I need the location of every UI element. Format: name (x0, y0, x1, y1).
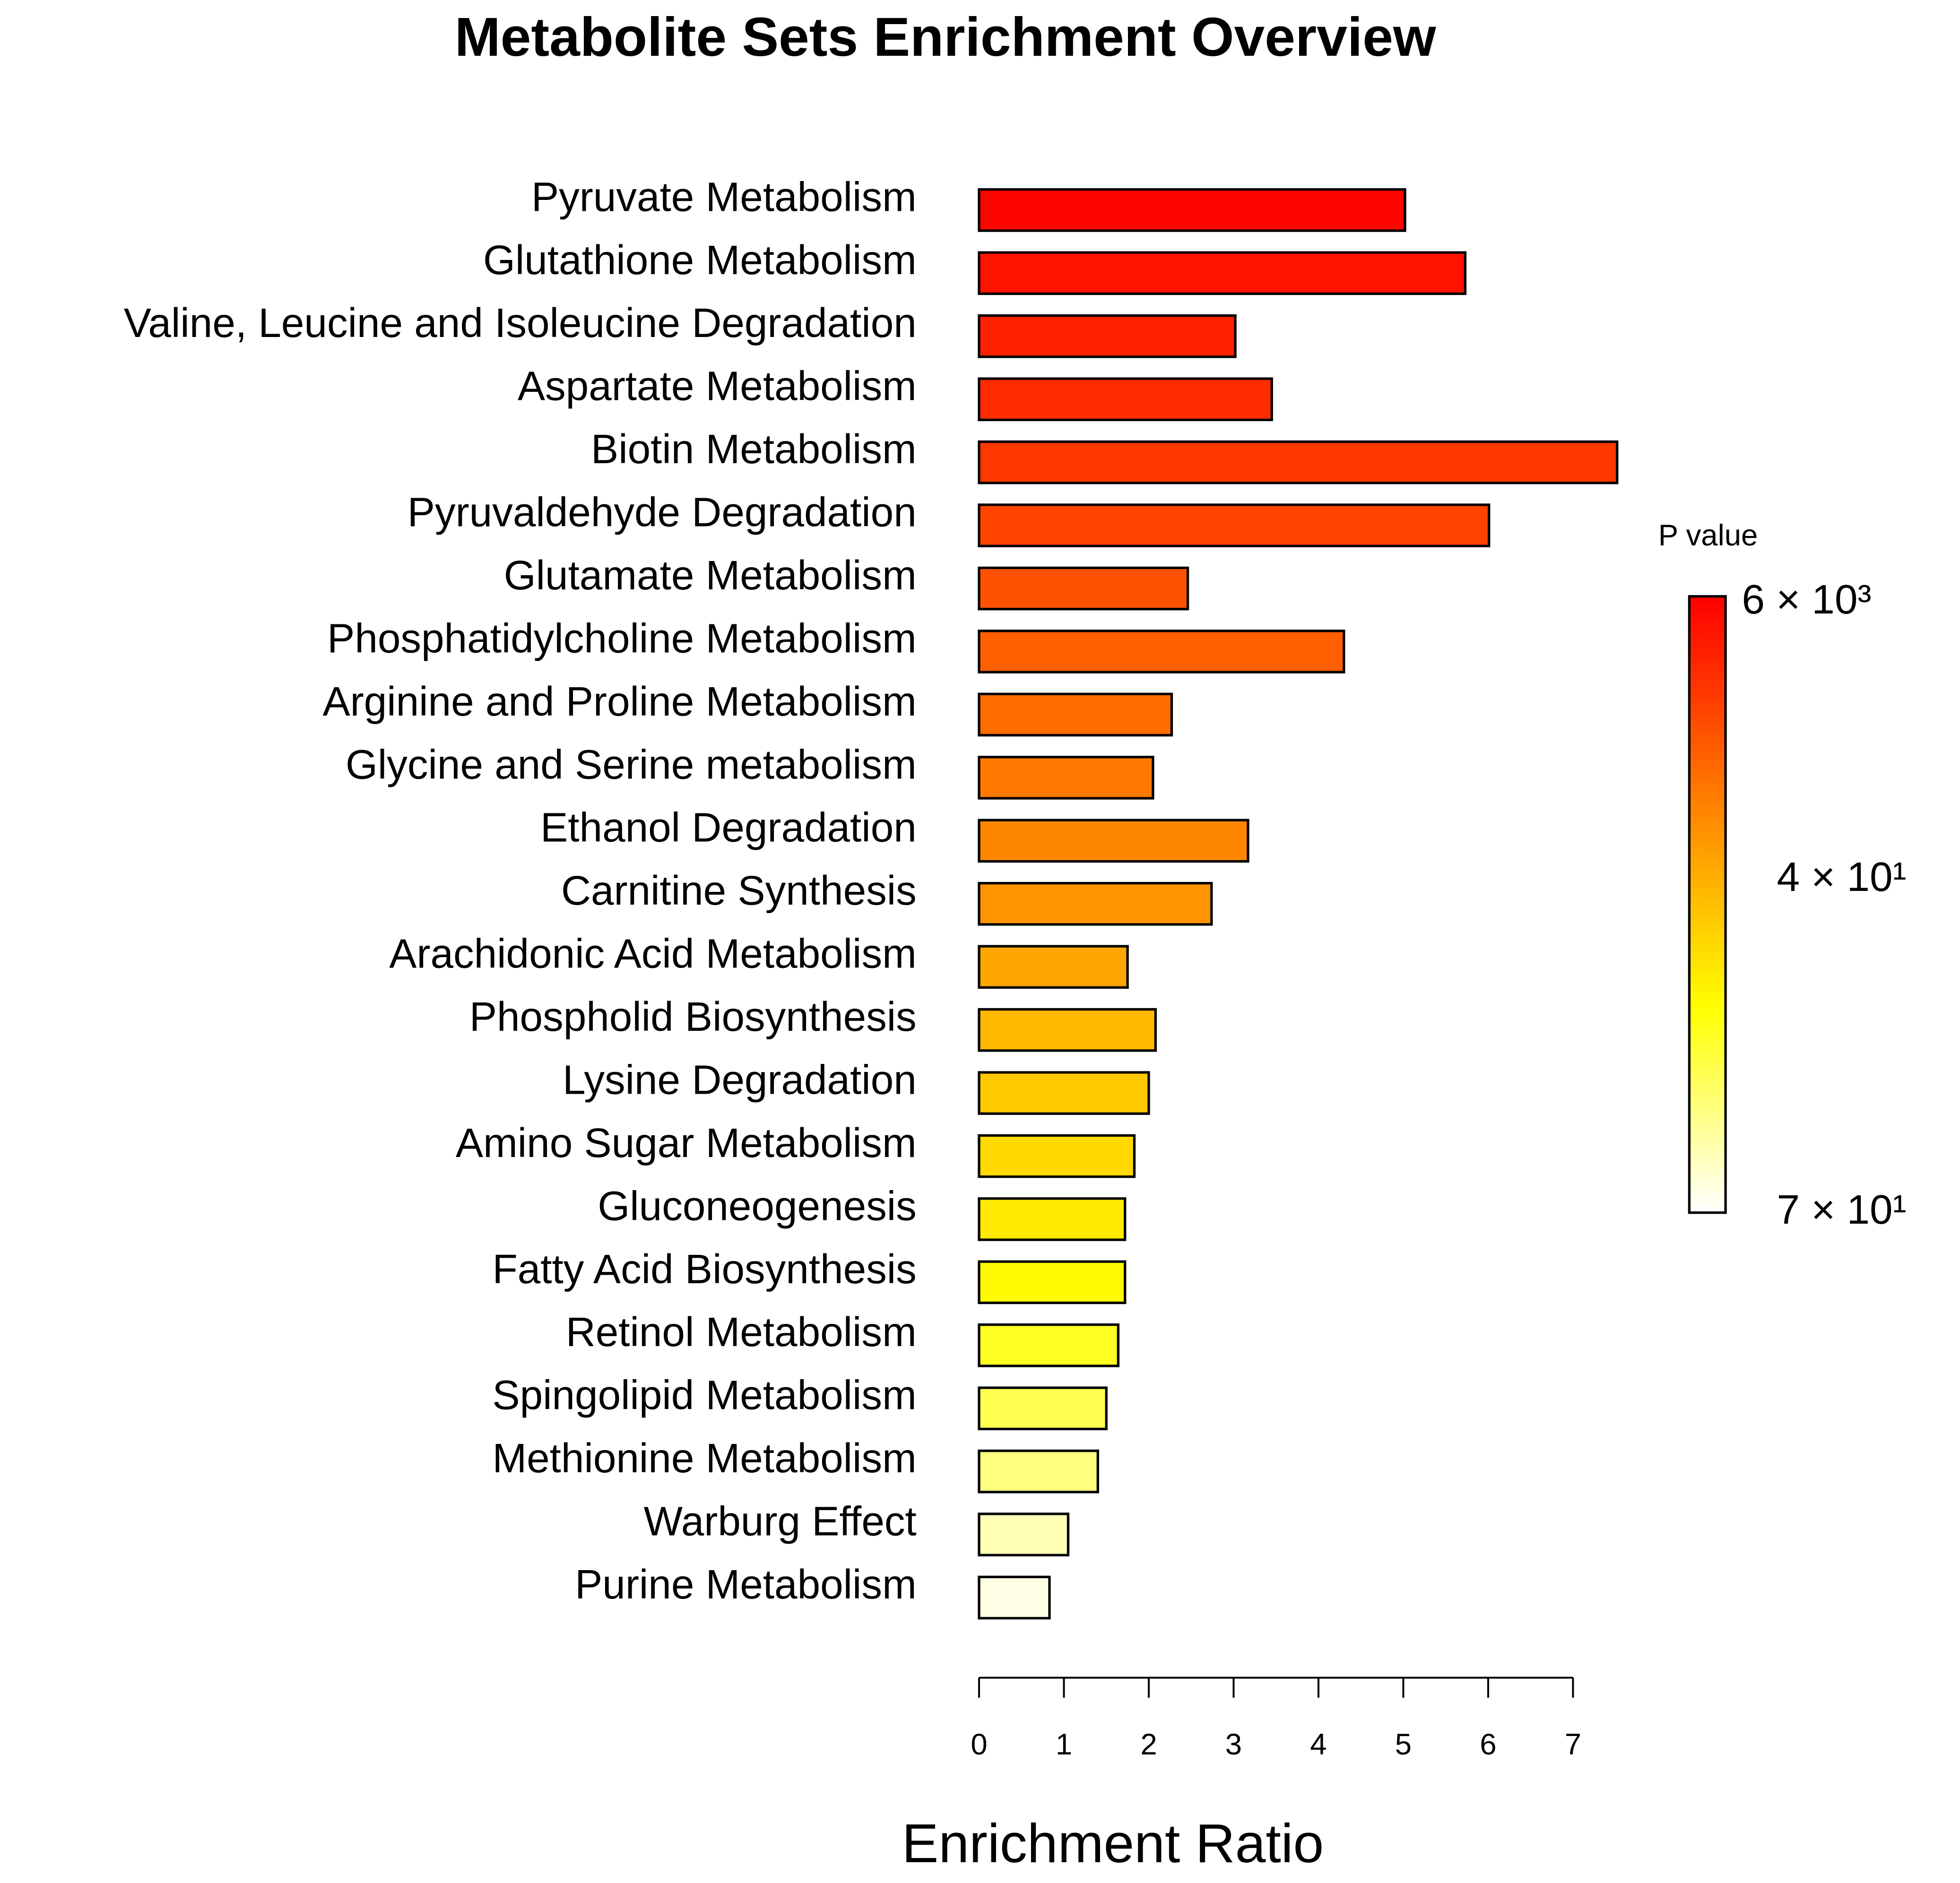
bar (978, 377, 1273, 422)
y-tick-label: Glycine and Serine metabolism (346, 742, 917, 787)
bar (978, 1197, 1127, 1241)
bar (978, 1260, 1127, 1304)
y-tick-label: Ethanol Degradation (540, 805, 917, 851)
bar (978, 188, 1406, 232)
y-tick-label: Pyruvate Metabolism (531, 174, 917, 220)
legend-label: 7 × 10¹ (1777, 1187, 1907, 1233)
y-tick-label: Warburg Effect (644, 1499, 917, 1545)
y-tick-label: Biotin Metabolism (591, 426, 917, 472)
y-tick-label: Gluconeogenesis (598, 1183, 916, 1229)
bar (978, 1008, 1157, 1052)
bar (978, 314, 1237, 358)
y-tick-label: Retinol Metabolism (566, 1309, 917, 1355)
bar (978, 1575, 1051, 1620)
y-tick-label: Glutathione Metabolism (483, 237, 917, 283)
y-tick-label: Amino Sugar Metabolism (456, 1120, 917, 1166)
bar (978, 945, 1129, 989)
bar (978, 756, 1154, 800)
chart-title: Metabolite Sets Enrichment Overview (455, 6, 1436, 68)
y-tick-label: Methionine Metabolism (492, 1435, 916, 1481)
y-tick-label: Arachidonic Acid Metabolism (389, 931, 917, 977)
bar (978, 1071, 1150, 1115)
x-tick-label: 3 (1225, 1728, 1242, 1761)
bar (978, 819, 1249, 863)
x-tick-label: 7 (1565, 1728, 1581, 1761)
x-tick-label: 2 (1140, 1728, 1157, 1761)
legend-title: P value (1658, 519, 1758, 552)
y-tick-label: Carnitine Synthesis (561, 868, 917, 914)
legend-label: 6 × 10³ (1742, 577, 1871, 622)
y-tick-label: Purine Metabolism (575, 1562, 917, 1607)
x-tick-label: 1 (1056, 1728, 1072, 1761)
x-tick-label: 0 (971, 1728, 987, 1761)
bar (978, 1512, 1070, 1556)
bar (978, 1386, 1108, 1431)
y-tick-label: Lysine Degradation (563, 1057, 917, 1103)
y-tick-label: Fatty Acid Biosynthesis (492, 1246, 916, 1292)
bar (978, 1323, 1120, 1367)
bar (978, 566, 1189, 611)
y-tick-label: Phosphatidylcholine Metabolism (327, 615, 917, 661)
y-tick-label: Pyruvaldehyde Degradation (408, 490, 917, 536)
y-tick-label: Arginine and Proline Metabolism (322, 679, 916, 725)
legend-label: 4 × 10¹ (1777, 854, 1907, 900)
y-tick-label: Aspartate Metabolism (518, 363, 917, 409)
bar (978, 1134, 1136, 1178)
bar (978, 630, 1345, 674)
y-tick-label: Spingolipid Metabolism (492, 1373, 916, 1418)
x-tick-label: 6 (1480, 1728, 1496, 1761)
bar (978, 503, 1491, 547)
x-tick-label: 5 (1395, 1728, 1412, 1761)
bar (978, 251, 1467, 295)
bar (978, 881, 1213, 926)
bar (978, 1449, 1099, 1494)
y-tick-label: Glutamate Metabolism (504, 553, 917, 598)
x-axis-label: Enrichment Ratio (902, 1813, 1324, 1874)
bar (978, 692, 1173, 737)
x-tick-label: 4 (1310, 1728, 1327, 1761)
y-tick-label: Phospholid Biosynthesis (469, 994, 917, 1040)
colorbar (1688, 595, 1727, 1214)
y-tick-label: Valine, Leucine and Isoleucine Degradati… (124, 300, 917, 346)
bar (978, 440, 1619, 484)
